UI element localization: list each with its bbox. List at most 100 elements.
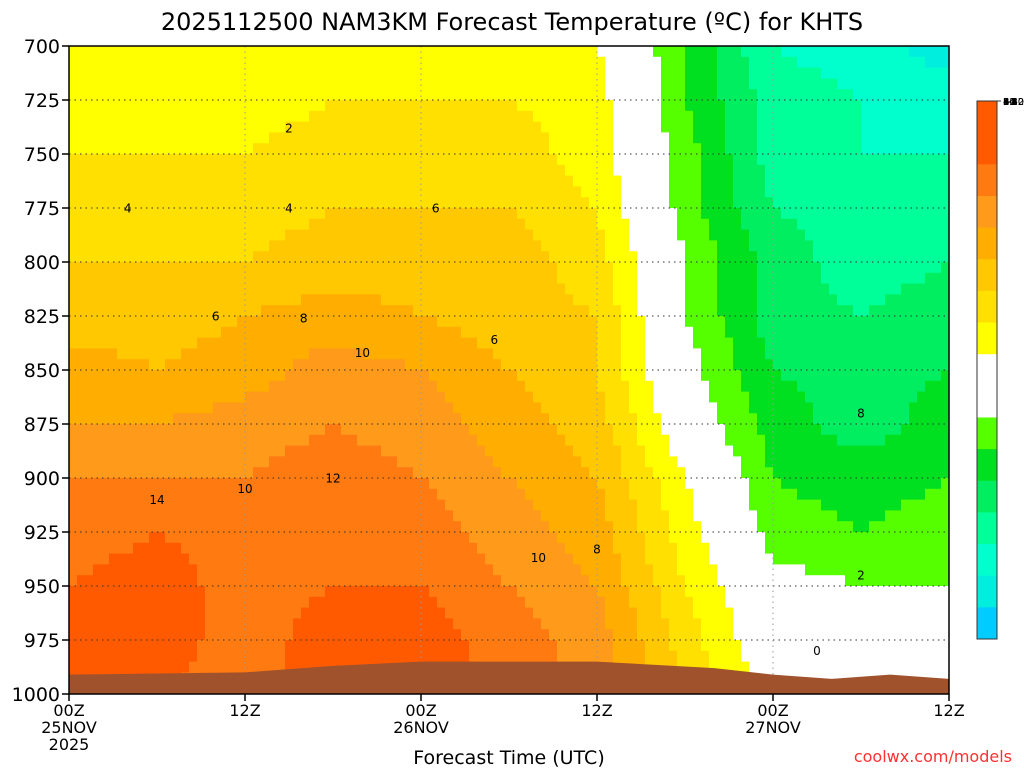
temperature-cell [421,186,430,198]
temperature-cell [597,326,606,339]
temperature-cell [581,618,590,630]
temperature-cell [357,629,366,641]
temperature-cell [469,294,478,306]
temperature-cell [301,618,310,630]
temperature-cell [709,661,718,673]
temperature-cell [229,46,238,58]
temperature-cell [133,564,142,576]
temperature-cell [285,661,294,673]
temperature-cell [277,89,286,101]
temperature-cell [341,575,350,587]
temperature-cell [413,218,422,231]
temperature-cell [93,370,102,382]
temperature-cell [429,186,438,198]
temperature-cell [581,629,590,641]
temperature-cell [717,110,726,123]
temperature-cell [525,370,534,382]
temperature-cell [725,67,734,79]
temperature-cell [477,348,486,360]
temperature-cell [501,316,510,328]
temperature-cell [589,596,598,609]
temperature-cell [93,640,102,652]
temperature-cell [357,262,366,274]
temperature-cell [365,424,374,436]
temperature-cell [125,661,134,673]
temperature-cell [637,564,646,576]
temperature-cell [341,46,350,58]
temperature-cell [565,370,574,382]
temperature-cell [341,510,350,522]
temperature-cell [165,143,174,155]
temperature-cell [349,640,358,652]
temperature-cell [341,132,350,144]
temperature-cell [285,510,294,522]
temperature-cell [709,370,718,382]
temperature-cell [197,478,206,490]
temperature-cell [661,316,670,328]
temperature-cell [205,542,214,555]
temperature-cell [709,305,718,317]
temperature-cell [325,208,334,220]
temperature-cell [629,197,638,209]
temperature-cell [109,424,118,436]
temperature-cell [581,46,590,58]
temperature-cell [117,629,126,641]
temperature-cell [661,424,670,436]
temperature-cell [341,316,350,328]
temperature-cell [709,607,718,619]
temperature-cell [413,380,422,393]
temperature-cell [557,110,566,123]
temperature-cell [717,402,726,414]
temperature-cell [581,218,590,231]
temperature-cell [357,413,366,425]
temperature-cell [93,629,102,641]
temperature-cell [445,132,454,144]
temperature-cell [589,532,598,544]
temperature-cell [397,640,406,652]
temperature-cell [109,542,118,555]
temperature-cell [205,143,214,155]
temperature-cell [605,305,614,317]
temperature-cell [621,143,630,155]
temperature-cell [557,326,566,339]
temperature-cell [317,186,326,198]
temperature-cell [173,294,182,306]
temperature-cell [165,294,174,306]
temperature-cell [493,596,502,609]
temperature-cell [189,553,198,565]
temperature-cell [365,154,374,166]
temperature-cell [573,380,582,393]
temperature-cell [349,413,358,425]
temperature-cell [645,164,654,177]
temperature-cell [477,650,486,663]
temperature-cell [541,186,550,198]
temperature-cell [149,661,158,673]
temperature-cell [517,110,526,123]
temperature-cell [277,456,286,468]
temperature-cell [77,208,86,220]
temperature-cell [301,640,310,652]
temperature-cell [549,629,558,641]
temperature-cell [725,283,734,295]
temperature-cell [501,132,510,144]
temperature-cell [453,596,462,609]
temperature-cell [341,391,350,403]
temperature-cell [173,251,182,263]
temperature-cell [693,434,702,447]
temperature-cell [277,618,286,630]
temperature-cell [141,499,150,511]
temperature-cell [629,132,638,144]
temperature-cell [365,532,374,544]
temperature-cell [285,499,294,511]
temperature-cell [533,132,542,144]
temperature-cell [597,89,606,101]
temperature-cell [285,67,294,79]
temperature-cell [405,316,414,328]
temperature-cell [405,229,414,241]
temperature-cell [717,175,726,187]
temperature-cell [205,607,214,619]
temperature-cell [365,488,374,501]
temperature-cell [365,67,374,79]
temperature-cell [501,542,510,555]
temperature-cell [229,78,238,90]
